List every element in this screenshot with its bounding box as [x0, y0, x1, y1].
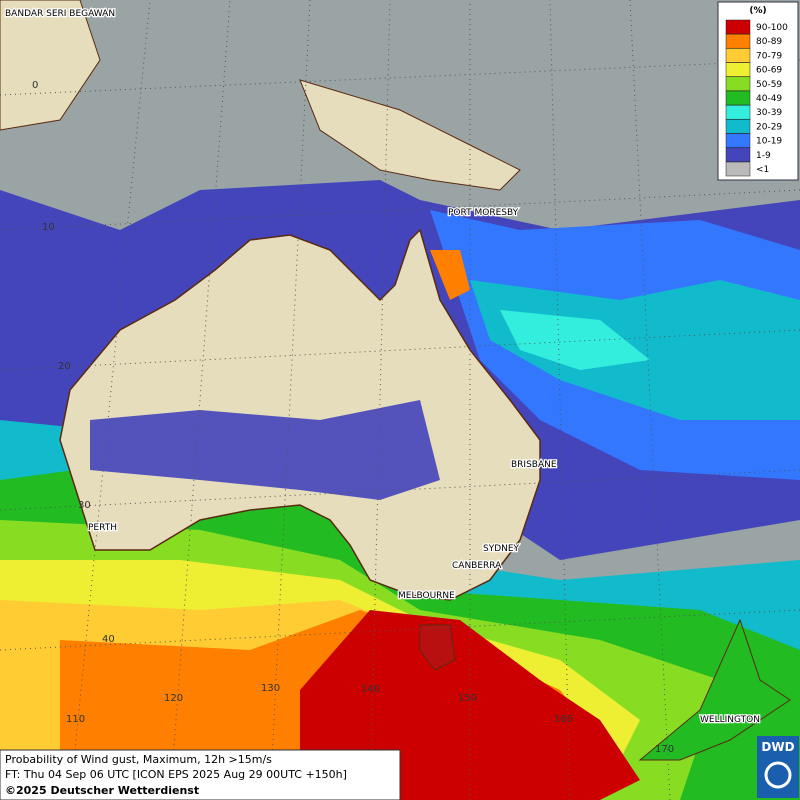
- logo-swirl: [764, 761, 792, 789]
- legend-swatch: [725, 62, 751, 77]
- place-label: SYDNEY: [483, 544, 520, 554]
- lon-label: 150: [458, 693, 477, 704]
- legend-swatch: [725, 119, 751, 134]
- legend-swatch: [725, 48, 751, 63]
- legend-swatch: [725, 19, 751, 35]
- place-label: CANBERRA: [452, 561, 502, 571]
- legend: (%) 90-100 80-89 70-79 60-69 50-59 40-49 30-39…: [717, 1, 799, 181]
- lat-label: 10: [42, 222, 55, 233]
- legend-label: 90-100: [756, 23, 788, 33]
- tasmania: [419, 624, 456, 671]
- legend-swatch: [725, 90, 751, 106]
- legend-label: 40-49: [756, 94, 782, 104]
- legend-title: (%): [749, 6, 766, 16]
- place-label: BANDAR SERI BEGAWAN: [5, 9, 115, 19]
- place-label: PERTH: [88, 523, 117, 533]
- legend-swatch: [725, 147, 751, 163]
- lat-label: 0: [32, 80, 38, 91]
- place-label: MELBOURNE: [398, 591, 455, 601]
- legend-label: 80-89: [756, 37, 782, 47]
- legend-label: 50-59: [756, 80, 782, 90]
- legend-swatch: [725, 33, 751, 49]
- legend-label: 70-79: [756, 51, 782, 61]
- lon-label: 160: [554, 714, 573, 725]
- new-zealand: [638, 618, 791, 761]
- borneo: [0, 0, 101, 131]
- field-qld-coast: [430, 250, 470, 300]
- lon-label: 140: [361, 684, 380, 695]
- lat-label: 40: [102, 634, 115, 645]
- legend-swatch: [725, 76, 751, 92]
- lon-label: 130: [261, 683, 280, 694]
- place-label: BRISBANE: [511, 460, 557, 470]
- legend-swatch: [725, 104, 751, 120]
- australia: [59, 228, 541, 601]
- legend-label: 30-39: [756, 108, 782, 118]
- legend-label: 10-19: [756, 137, 782, 147]
- place-label: WELLINGTON: [700, 715, 760, 725]
- legend-label: 60-69: [756, 66, 782, 76]
- place-label: PORT MORESBY: [448, 208, 519, 218]
- field-30-39: [500, 310, 650, 370]
- lat-label: 30: [78, 500, 91, 511]
- footer-text: FT: Thu 04 Sep 06 UTC [ICON EPS 2025 Aug…: [5, 768, 347, 781]
- new-guinea: [299, 79, 521, 191]
- footer-text: Probability of Wind gust, Maximum, 12h >…: [5, 753, 272, 766]
- legend-label: <1: [756, 165, 769, 175]
- lon-label: 120: [164, 693, 183, 704]
- logo-text: DWD: [761, 740, 794, 754]
- lon-label: 110: [66, 714, 85, 725]
- field-1-9-inland: [90, 400, 440, 500]
- lat-label: 20: [58, 361, 71, 372]
- legend-swatch: [725, 161, 751, 177]
- footer-box: [0, 749, 401, 800]
- footer-text: ©2025 Deutscher Wetterdienst: [5, 784, 199, 797]
- legend-label: 1-9: [756, 151, 771, 161]
- legend-label: 20-29: [756, 122, 782, 132]
- lon-label: 170: [655, 744, 674, 755]
- legend-swatch: [725, 133, 751, 148]
